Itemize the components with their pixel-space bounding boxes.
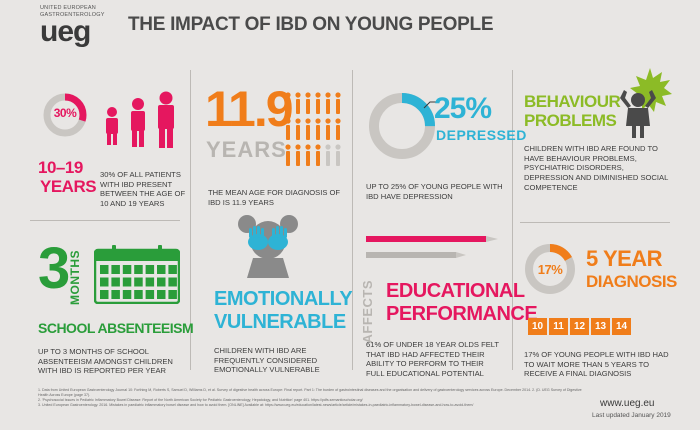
panel5-description: UP TO 3 MONTHS OF SCHOOL ABSENTEEISM AMO…: [38, 347, 173, 376]
divider-v1: [190, 70, 191, 370]
panel1-age-range: 10–19: [38, 158, 83, 177]
page-title: THE IMPACT OF IBD ON YOUNG PEOPLE: [128, 14, 494, 35]
panel7-affects: AFFECTS: [360, 280, 375, 344]
girl-covering-eyes-icon: [238, 215, 298, 278]
reference-3: 3. United European Gastroenterology. 201…: [38, 402, 474, 407]
children-grid-icon: [285, 92, 341, 166]
org-name-line2: GASTROENTEROLOGY: [40, 11, 105, 18]
panel7-title-line2: PERFORMANCE: [386, 303, 538, 325]
panel1-age-unit: YEARS: [40, 177, 97, 196]
divider-h2: [520, 222, 670, 223]
panel1-description: 30% OF ALL PATIENTS WITH IBD PRESENT BET…: [100, 170, 186, 209]
reference-1: 1. Data from United European Gastroenter…: [38, 388, 582, 397]
ueg-logo: ueg: [40, 14, 91, 48]
year-box: 11: [549, 318, 568, 335]
panel5-unit: MONTHS: [68, 250, 82, 305]
year-box: 12: [570, 318, 589, 335]
panel1-percent: 30%: [53, 106, 77, 120]
panel8-description: 17% OF YOUNG PEOPLE WITH IBD HAD TO WAIT…: [524, 350, 669, 379]
org-name-line1: UNITED EUROPEAN: [40, 5, 96, 11]
panel7-title-line1: EDUCATIONAL: [386, 280, 525, 302]
divider-v3: [512, 70, 513, 370]
people-icon: [106, 91, 174, 148]
panel6-description: CHILDREN WITH IBD ARE FREQUENTLY CONSIDE…: [214, 346, 320, 375]
divider-h1: [30, 220, 180, 221]
year-box: 10: [528, 318, 547, 335]
panel8-title-line2: DIAGNOSIS: [586, 272, 677, 291]
panel6-title-line2: VULNERABLE: [214, 311, 346, 333]
calendar-icon: [94, 245, 180, 304]
divider-v2: [352, 70, 353, 370]
panel5-number: 3: [38, 236, 70, 301]
year-boxes: 10 11 12 13 14: [528, 316, 678, 335]
donut-17-percent: [525, 244, 575, 294]
panel4-title-line2: PROBLEMS: [524, 111, 617, 130]
panel8-title-line1: 5 YEAR: [586, 246, 663, 271]
panel3-description: UP TO 25% OF YOUNG PEOPLE WITH IBD HAVE …: [366, 182, 503, 201]
ueg-logo-block: UNITED EUROPEAN GASTROENTEROLOGY ueg: [40, 5, 120, 48]
panel2-description: THE MEAN AGE FOR DIAGNOSIS OF IBD IS 11.…: [208, 188, 341, 207]
reference-2: 2. 'Psychosocial Issues in Pediatric Inf…: [38, 397, 363, 402]
panel7-description: 61% OF UNDER 18 YEAR OLDS FELT THAT IBD …: [366, 340, 499, 379]
footer-last-updated: Last updated January 2019: [592, 412, 671, 419]
pencils-icon: [366, 236, 498, 258]
donut-25-percent: [369, 93, 436, 159]
footer-references: 1. Data from United European Gastroenter…: [38, 388, 593, 407]
panel8-percent: 17%: [537, 262, 563, 277]
panel4-description: CHILDREN WITH IBD ARE FOUND TO HAVE BEHA…: [524, 144, 669, 192]
panel2-unit: YEARS: [206, 137, 287, 162]
year-box: 14: [612, 318, 631, 335]
panel3-percent: 25%: [434, 92, 492, 125]
footer-website-link[interactable]: www.ueg.eu: [600, 398, 655, 409]
donut-30-percent: [43, 93, 87, 137]
year-box: 13: [591, 318, 610, 335]
panel6-title-line1: EMOTIONALLY: [214, 288, 353, 310]
panel2-number: 11.9: [205, 81, 294, 137]
stressed-person-icon: [620, 68, 672, 138]
panel3-label: DEPRESSED: [436, 127, 527, 143]
panel4-title-line1: BEHAVIOUR: [524, 92, 621, 111]
panel5-title: SCHOOL ABSENTEEISM: [38, 320, 194, 336]
